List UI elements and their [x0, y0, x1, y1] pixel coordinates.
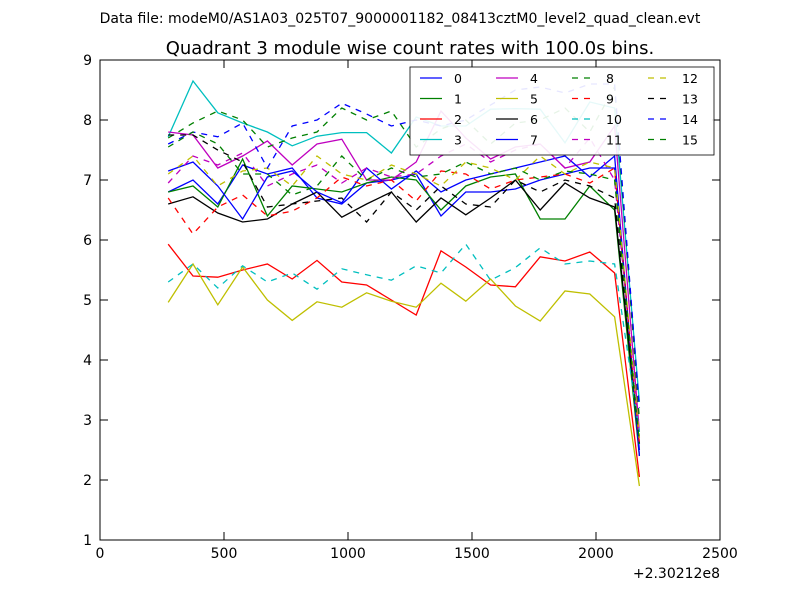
legend-label-15: 15: [682, 133, 698, 148]
legend-label-5: 5: [530, 92, 538, 107]
legend-label-11: 11: [606, 133, 622, 148]
series-line-10: [167, 243, 641, 433]
series-line-11: [167, 136, 641, 439]
y-tick-label: 8: [83, 113, 92, 129]
series-line-15: [167, 131, 641, 445]
series-line-5: [167, 262, 641, 487]
series-line-13: [168, 134, 641, 445]
legend-label-14: 14: [682, 112, 698, 127]
legend-label-8: 8: [606, 71, 614, 86]
legend-label-7: 7: [530, 133, 538, 148]
x-tick-label: 2000: [578, 546, 614, 562]
series-line-8: [167, 84, 641, 421]
y-tick-label: 5: [83, 293, 92, 309]
x-tick-label: 2500: [702, 546, 738, 562]
y-tick-label: 9: [83, 53, 92, 69]
y-tick-label: 4: [83, 353, 92, 369]
y-tick-label: 6: [83, 233, 92, 249]
legend-label-9: 9: [606, 92, 614, 107]
legend-label-0: 0: [454, 71, 462, 86]
y-tick-label: 3: [83, 413, 92, 429]
x-tick-label: 500: [211, 546, 238, 562]
legend-label-2: 2: [454, 112, 462, 127]
legend-label-4: 4: [530, 71, 538, 86]
legend-label-6: 6: [530, 112, 538, 127]
y-tick-label: 2: [83, 473, 92, 489]
data-file-header: Data file: modeM0/AS1A03_025T07_90000011…: [100, 11, 701, 27]
legend-box: [409, 66, 715, 156]
series-line-6: [168, 179, 641, 445]
x-tick-label: 1000: [330, 546, 366, 562]
x-tick-label: 0: [96, 546, 105, 562]
series-line-7: [167, 154, 641, 457]
legend-label-12: 12: [682, 71, 698, 86]
y-tick-label: 1: [83, 533, 92, 549]
x-offset-label: +2.30212e8: [633, 566, 720, 582]
legend-label-1: 1: [454, 92, 462, 107]
series-line-2: [167, 243, 641, 478]
series-line-9: [167, 166, 641, 445]
legend-label-13: 13: [682, 92, 698, 107]
legend-label-3: 3: [454, 133, 462, 148]
series-line-0: [167, 164, 641, 451]
legend-label-10: 10: [606, 112, 622, 127]
chart-title: Quadrant 3 module wise count rates with …: [166, 38, 655, 59]
x-tick-label: 1500: [454, 546, 490, 562]
y-tick-label: 7: [83, 173, 92, 189]
x-axis: 0 500 1000 1500 2000 2500: [96, 60, 738, 562]
series-line-4: [168, 109, 641, 433]
series-line-12: [167, 155, 641, 439]
